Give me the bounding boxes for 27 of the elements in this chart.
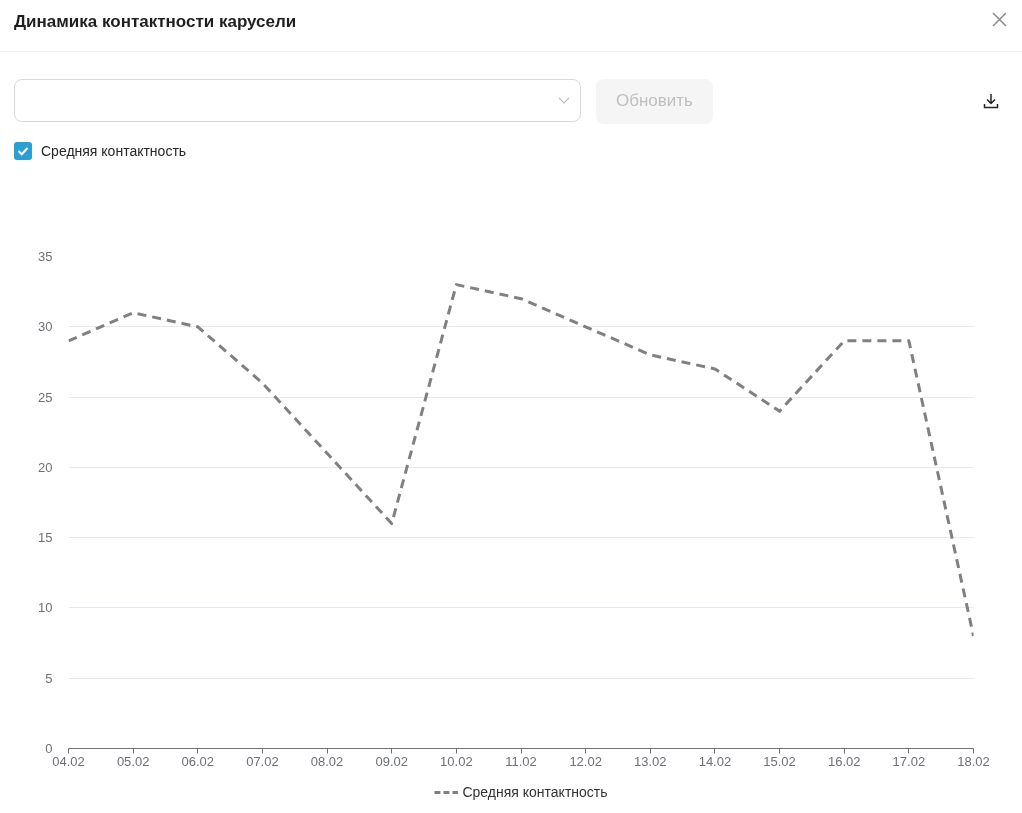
x-tick-label: 13.02 — [634, 753, 667, 769]
x-tick-label: 16.02 — [827, 753, 861, 769]
y-tick-label: 0 — [45, 741, 53, 756]
legend-label: Средняя контактность — [462, 784, 608, 800]
x-tick-label: 07.02 — [246, 753, 279, 769]
x-tick-label: 17.02 — [892, 753, 926, 769]
x-tick-label: 14.02 — [698, 753, 732, 769]
chart-title: Динамика контактности карусели — [14, 11, 297, 33]
y-tick-label: 20 — [38, 459, 53, 475]
x-tick-label: 15.02 — [763, 753, 796, 769]
y-tick-label: 35 — [38, 249, 53, 264]
y-tick-label: 30 — [38, 319, 53, 335]
y-tick-label: 5 — [45, 670, 53, 686]
x-tick-label: 09.02 — [375, 753, 408, 769]
x-tick-label: 10.02 — [440, 753, 473, 769]
x-tick-label: 12.02 — [569, 753, 602, 769]
x-tick-label: 04.02 — [52, 753, 85, 769]
y-tick-label: 25 — [38, 389, 53, 405]
y-tick-label: 10 — [38, 600, 53, 616]
y-tick-label: 15 — [38, 530, 53, 546]
x-tick-label: 08.02 — [310, 753, 344, 769]
line-series — [68, 283, 974, 638]
series-toggle-label: Средняя контактность — [41, 142, 187, 160]
x-tick-label: 06.02 — [181, 753, 215, 769]
x-tick-label: 05.02 — [116, 753, 150, 769]
x-tick-label: 18.02 — [957, 753, 990, 769]
x-tick-label: 11.02 — [505, 753, 537, 769]
